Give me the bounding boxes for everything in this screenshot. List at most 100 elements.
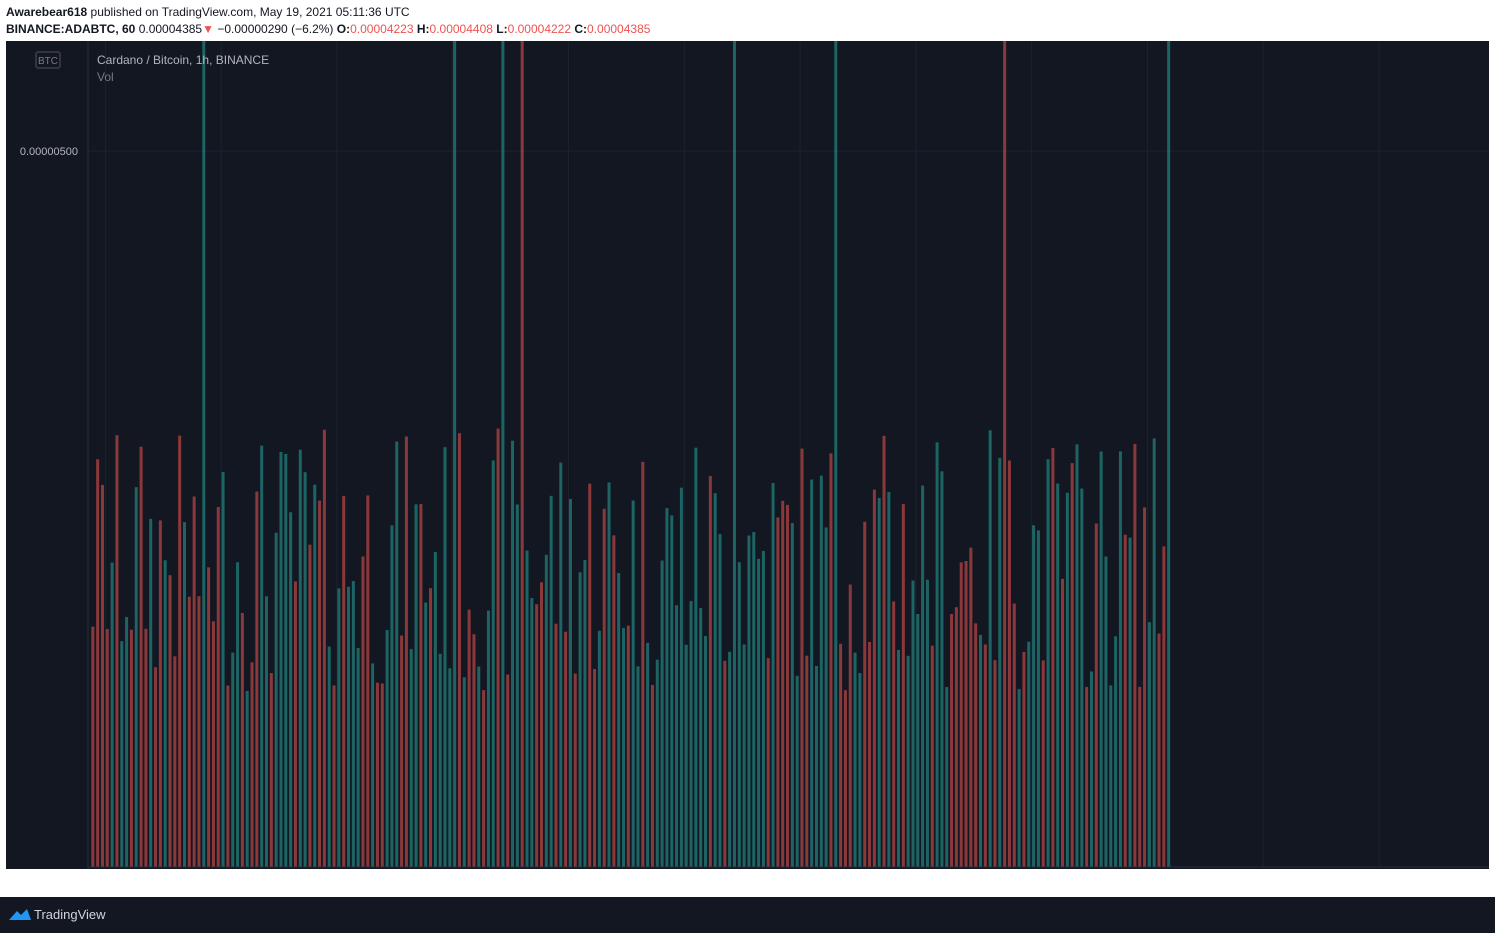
volume-bar	[149, 518, 153, 867]
volume-bar	[274, 532, 278, 867]
volume-bar	[593, 669, 597, 867]
volume-bar	[1003, 0, 1007, 867]
chart-panel[interactable]: 0.000055000.000050000.000040000.00003500…	[6, 0, 1495, 889]
volume-bar	[747, 535, 751, 867]
volume-bar	[752, 531, 756, 867]
volume-bar	[622, 628, 626, 867]
volume-bar	[501, 0, 505, 867]
volume-bar	[255, 491, 259, 867]
volume-bar	[482, 690, 486, 867]
volume-bar	[197, 596, 201, 867]
volume-bar	[535, 604, 539, 867]
high-value: 0.00004408	[429, 22, 493, 36]
volume-bar	[1065, 492, 1069, 867]
volume-bar	[843, 690, 847, 867]
volume-bar	[602, 508, 606, 867]
volume-bar	[781, 500, 785, 867]
price-change: −0.00000290 (−6.2%)	[217, 22, 334, 36]
volume-bar	[564, 631, 568, 867]
volume-bar	[1007, 460, 1011, 867]
currency-badge[interactable]	[35, 51, 61, 69]
volume-bar	[689, 601, 693, 867]
volume-bar	[771, 482, 775, 867]
volume-bar	[231, 652, 235, 867]
volume-bar	[549, 495, 553, 867]
volume-bar	[757, 558, 761, 867]
volume-bar	[443, 447, 447, 867]
volume-bar	[192, 496, 196, 867]
currency-label: BTC	[38, 56, 58, 67]
volume-bar	[289, 512, 293, 867]
volume-bar	[216, 506, 220, 867]
down-arrow-icon: ▼	[202, 22, 214, 36]
volume-bar	[337, 588, 341, 867]
volume-bar	[284, 453, 288, 867]
volume-bar	[400, 635, 404, 867]
volume-bar	[901, 504, 905, 867]
volume-bar	[597, 630, 601, 867]
volume-bar	[182, 522, 186, 867]
volume-bar	[969, 547, 973, 867]
volume-bar	[515, 504, 519, 867]
volume-bar	[998, 457, 1002, 867]
low-value: 0.00004222	[507, 22, 572, 36]
volume-bar	[1128, 537, 1132, 867]
volume-bar	[511, 440, 515, 867]
volume-bar	[419, 504, 423, 867]
volume-bar	[163, 560, 167, 867]
volume-bar	[795, 675, 799, 867]
volume-bar	[916, 613, 920, 867]
volume-bar	[568, 498, 572, 867]
volume-bar	[839, 643, 843, 867]
volume-bar	[395, 441, 399, 867]
volume-bar	[626, 625, 630, 867]
symbol-info: BINANCE:ADABTC, 60 0.00004385▼ −0.000002…	[6, 22, 650, 36]
volume-bar	[694, 447, 698, 867]
volume-bar	[786, 504, 790, 867]
volume-bar	[573, 673, 577, 867]
volume-bar	[911, 580, 915, 867]
chart-svg[interactable]: 0.000055000.000050000.000040000.00003500…	[6, 0, 1495, 889]
volume-bar	[723, 660, 727, 867]
volume-bar	[655, 659, 659, 867]
volume-bar	[935, 442, 939, 867]
volume-bar	[351, 581, 355, 867]
price-tick-label: 0.00000500	[20, 146, 78, 158]
author-name[interactable]: Awarebear618	[6, 5, 88, 19]
brand-label[interactable]: TradingView	[34, 907, 106, 922]
volume-bar	[221, 471, 225, 867]
volume-bar	[790, 523, 794, 867]
chart-legend-title: Cardano / Bitcoin, 1h, BINANCE	[97, 53, 269, 67]
volume-bar	[269, 673, 273, 867]
volume-bar	[1022, 651, 1026, 867]
volume-bar	[520, 0, 524, 867]
volume-bar	[761, 550, 765, 867]
volume-bar	[245, 690, 249, 867]
volume-bar	[424, 602, 428, 867]
volume-bar	[732, 0, 736, 867]
volume-bar	[1138, 686, 1142, 867]
volume-bar	[332, 685, 336, 867]
volume-bar	[236, 562, 240, 867]
volume-legend: Vol	[97, 70, 114, 84]
volume-bar	[641, 461, 645, 867]
volume-bar	[1075, 444, 1079, 867]
volume-bar	[472, 634, 476, 867]
close-value: 0.00004385	[587, 22, 651, 36]
volume-bar	[834, 0, 838, 868]
volume-bar	[718, 534, 722, 867]
volume-bar	[646, 642, 650, 867]
volume-bar	[1099, 451, 1103, 867]
volume-bar	[96, 459, 100, 867]
volume-bar	[925, 579, 929, 867]
volume-bar	[1133, 443, 1137, 867]
volume-bar	[964, 560, 968, 867]
volume-bar	[800, 448, 804, 867]
volume-bar	[110, 562, 114, 867]
volume-bar	[766, 658, 770, 867]
volume-bar	[491, 460, 495, 867]
volume-bar	[945, 687, 949, 867]
volume-bar	[211, 621, 215, 867]
tradingview-logo-icon[interactable]	[8, 907, 32, 921]
volume-bar	[327, 646, 331, 867]
